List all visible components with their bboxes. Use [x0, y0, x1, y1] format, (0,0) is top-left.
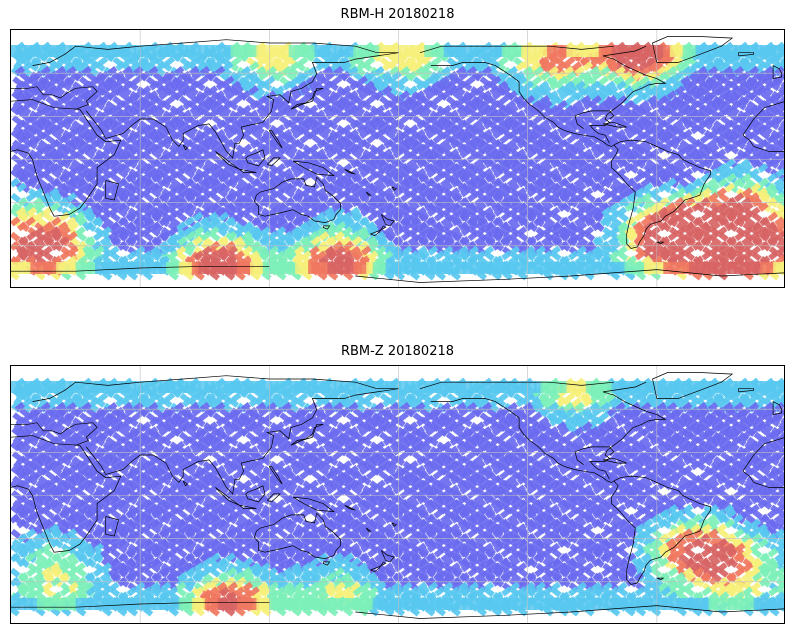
map-panel-rbm-z	[10, 365, 785, 624]
graticule	[11, 366, 784, 623]
swath-layer	[11, 377, 784, 617]
world-map-rbm-h	[11, 30, 784, 287]
graticule	[11, 30, 784, 287]
panel-title-bottom: RBM-Z 20180218	[340, 344, 455, 359]
coastlines	[11, 36, 784, 283]
swath-layer	[11, 41, 784, 281]
map-panel-rbm-h	[10, 29, 785, 288]
panel-title-top: RBM-H 20180218	[340, 7, 455, 22]
world-map-rbm-z	[11, 366, 784, 623]
coastlines	[11, 372, 784, 619]
